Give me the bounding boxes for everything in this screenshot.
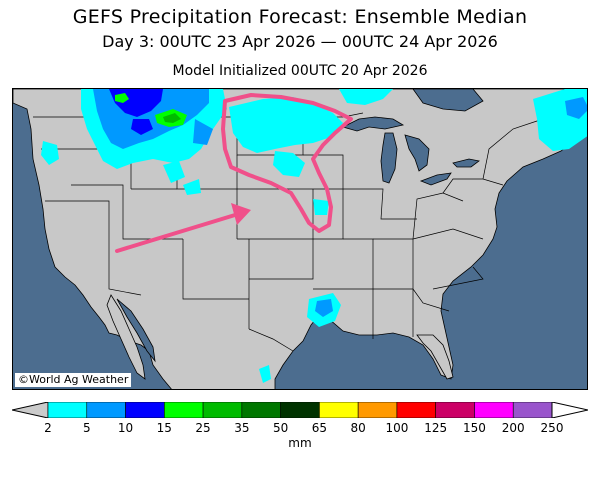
colorbar-tick-label: 35 — [234, 421, 250, 435]
lake-erie — [419, 172, 452, 186]
colorbar-tick-label: 10 — [117, 421, 134, 435]
colorbar-swatch — [474, 402, 514, 418]
colorbar-swatch — [357, 402, 398, 418]
precipitation-map: ©World Ag Weather — [12, 88, 588, 390]
colorbar-tick-label: 200 — [501, 421, 525, 435]
precip-gulf-coast — [259, 293, 341, 383]
colorbar-tick-label: 250 — [540, 421, 564, 435]
colorbar-high-extend — [551, 402, 588, 418]
precip-colorbar — [12, 402, 588, 418]
colorbar-tick-label: 125 — [424, 421, 448, 435]
precip-northeast — [533, 89, 587, 151]
forecast-period: Day 3: 00UTC 23 Apr 2026 — 00UTC 24 Apr … — [102, 32, 498, 51]
northern-water — [412, 89, 484, 112]
lake-michigan — [380, 132, 398, 184]
colorbar-tick-label: 25 — [195, 421, 211, 435]
colorbar-swatch — [435, 402, 475, 418]
colorbar-swatch — [319, 402, 359, 418]
map-canvas — [13, 89, 587, 389]
precip-north-plains — [229, 89, 393, 215]
colorbar-low-extend — [12, 402, 49, 418]
lake-superior — [341, 116, 405, 132]
colorbar-swatch — [280, 402, 320, 418]
colorbar-swatch — [202, 402, 243, 418]
colorbar-tick-label: 50 — [272, 421, 289, 435]
precip-nw-rockies — [41, 89, 227, 195]
map-title: GEFS Precipitation Forecast: Ensemble Me… — [72, 6, 528, 28]
colorbar-swatch — [86, 402, 126, 418]
colorbar-unit: mm — [288, 436, 312, 450]
colorbar-swatch — [47, 402, 88, 418]
model-init-time: Model Initialized 00UTC 20 Apr 2026 — [172, 63, 428, 79]
colorbar-swatch — [512, 402, 553, 418]
lake-ontario — [452, 158, 480, 168]
colorbar-swatch — [164, 402, 204, 418]
colorbar-swatch — [241, 402, 281, 418]
colorbar-tick-label: 15 — [156, 421, 172, 435]
baja-peninsula — [106, 294, 146, 380]
colorbar-swatch — [396, 402, 436, 418]
gulf-of-california — [116, 298, 156, 363]
lake-huron — [404, 134, 430, 172]
colorbar-tick-label: 5 — [82, 421, 91, 435]
colorbar-tick-label: 80 — [350, 421, 366, 435]
florida — [416, 334, 454, 380]
colorbar-tick-label: 100 — [385, 421, 409, 435]
credit-label: ©World Ag Weather — [15, 373, 132, 387]
colorbar-tick-label: 2 — [44, 421, 52, 435]
colorbar-tick-label: 150 — [463, 421, 486, 435]
annotation-outline — [221, 93, 353, 233]
colorbar-tick-label: 65 — [311, 421, 328, 435]
annotation-arrow — [115, 203, 251, 253]
colorbar-swatch — [125, 402, 165, 418]
